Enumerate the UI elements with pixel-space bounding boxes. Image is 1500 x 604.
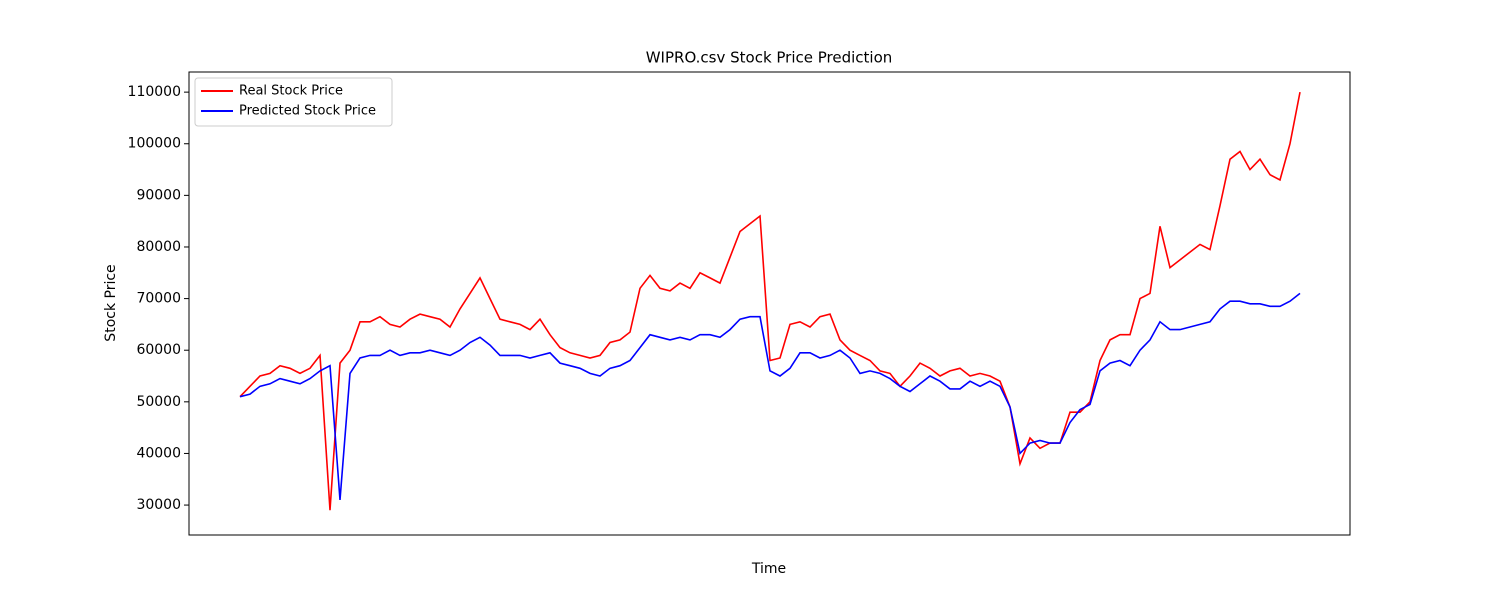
y-tick-label: 60000 [136, 342, 181, 358]
legend-label: Predicted Stock Price [239, 104, 376, 119]
y-tick-label: 90000 [136, 187, 181, 203]
y-tick-label: 40000 [136, 445, 181, 461]
plot-frame [188, 71, 1351, 536]
y-tick-label: 50000 [136, 394, 181, 410]
y-axis-label: Stock Price [103, 264, 119, 341]
x-axis-label: Time [751, 561, 786, 577]
y-tick-label: 110000 [128, 84, 181, 100]
series-line [239, 292, 1301, 500]
y-tick-label: 100000 [128, 136, 181, 152]
y-tick-label: 70000 [136, 291, 181, 307]
legend-label: Real Stock Price [239, 84, 343, 99]
chart-title: WIPRO.csv Stock Price Prediction [646, 49, 893, 67]
legend-box [194, 77, 393, 127]
y-tick-label: 30000 [136, 497, 181, 513]
y-tick-label: 80000 [136, 239, 181, 255]
series-line [239, 91, 1301, 511]
